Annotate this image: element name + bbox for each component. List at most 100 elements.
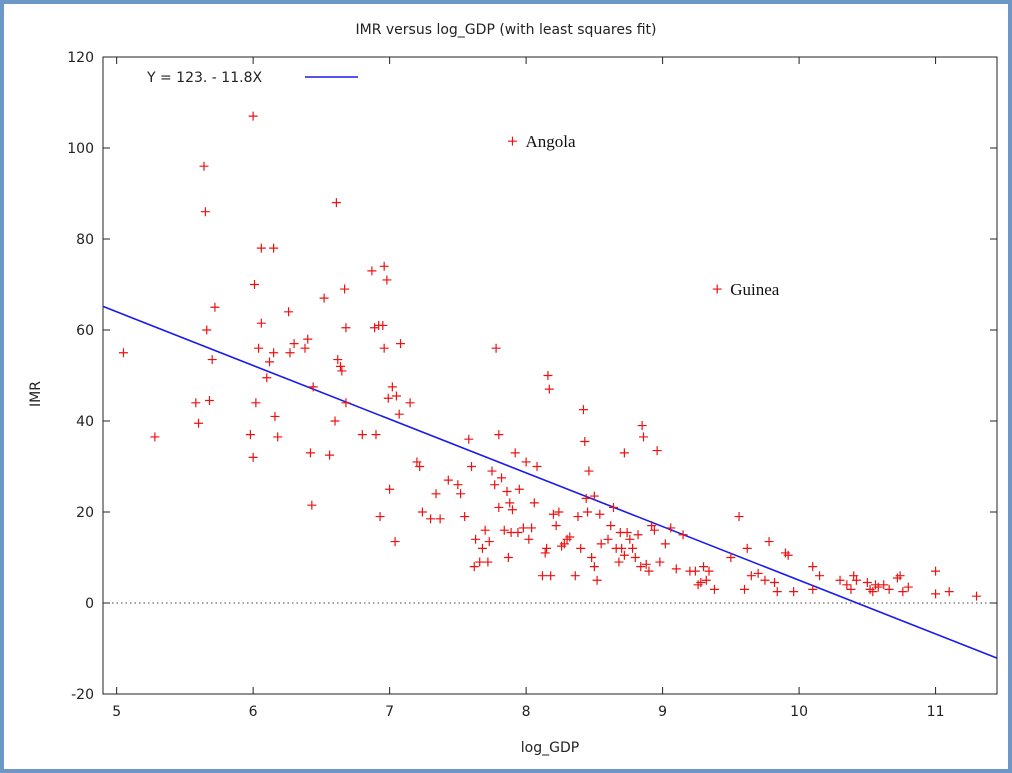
data-point bbox=[518, 523, 528, 533]
data-point bbox=[262, 373, 272, 383]
annotated-point bbox=[712, 284, 722, 294]
data-point bbox=[565, 532, 575, 542]
data-point bbox=[898, 587, 908, 597]
data-point bbox=[595, 509, 605, 519]
data-point bbox=[903, 582, 913, 592]
data-point bbox=[625, 534, 635, 544]
data-point bbox=[370, 323, 380, 333]
data-point bbox=[570, 571, 580, 581]
data-point bbox=[285, 348, 295, 358]
data-point bbox=[412, 457, 422, 467]
data-point bbox=[477, 543, 487, 553]
data-point bbox=[783, 550, 793, 560]
data-point bbox=[884, 584, 894, 594]
data-point bbox=[551, 521, 561, 531]
data-point bbox=[709, 584, 719, 594]
data-point bbox=[576, 543, 586, 553]
data-point bbox=[764, 537, 774, 547]
y-tick-label: 80 bbox=[76, 232, 94, 248]
data-point bbox=[630, 553, 640, 562]
data-point bbox=[471, 534, 481, 544]
x-tick-label: 8 bbox=[522, 704, 531, 720]
data-point bbox=[265, 357, 275, 367]
data-point bbox=[487, 466, 497, 476]
data-point bbox=[510, 448, 520, 458]
data-point bbox=[405, 398, 415, 408]
data-point bbox=[464, 434, 474, 444]
data-point bbox=[521, 457, 531, 467]
data-point bbox=[490, 480, 500, 490]
data-point bbox=[589, 562, 599, 572]
data-point bbox=[491, 343, 501, 353]
data-point bbox=[580, 436, 590, 446]
data-point bbox=[614, 557, 624, 567]
data-point bbox=[194, 418, 204, 428]
data-point bbox=[507, 505, 517, 515]
data-point bbox=[543, 371, 553, 380]
data-point bbox=[678, 530, 688, 540]
data-point bbox=[532, 462, 542, 471]
data-point bbox=[396, 339, 406, 349]
data-point bbox=[505, 498, 515, 508]
data-point bbox=[815, 571, 825, 581]
data-point bbox=[480, 525, 490, 535]
data-point bbox=[484, 537, 494, 547]
data-point bbox=[544, 384, 554, 394]
data-point bbox=[704, 566, 714, 576]
data-point bbox=[307, 500, 317, 510]
data-point bbox=[619, 550, 629, 560]
data-point bbox=[868, 587, 878, 597]
data-point bbox=[207, 355, 217, 365]
data-point bbox=[660, 539, 670, 549]
data-point bbox=[341, 398, 351, 408]
annotation-label: Angola bbox=[525, 132, 576, 151]
data-point bbox=[619, 448, 629, 458]
data-point bbox=[426, 514, 436, 524]
data-point bbox=[753, 568, 763, 578]
data-point bbox=[596, 539, 606, 549]
data-point bbox=[387, 382, 397, 392]
data-point bbox=[375, 512, 385, 522]
data-point bbox=[289, 339, 299, 349]
data-point bbox=[502, 487, 512, 497]
y-tick-label: -20 bbox=[71, 687, 94, 703]
data-point bbox=[742, 543, 752, 553]
data-point bbox=[583, 507, 593, 517]
data-point bbox=[524, 534, 534, 544]
data-point bbox=[303, 334, 313, 344]
data-point bbox=[254, 343, 264, 353]
data-point bbox=[256, 243, 266, 253]
data-point bbox=[649, 525, 659, 535]
data-point bbox=[248, 111, 258, 121]
data-point bbox=[325, 450, 335, 460]
data-point bbox=[554, 507, 564, 517]
annotations: Angola Guinea bbox=[525, 132, 779, 299]
data-point bbox=[118, 348, 128, 358]
data-point bbox=[849, 571, 859, 581]
data-point bbox=[638, 432, 648, 442]
data-point bbox=[300, 343, 310, 353]
data-point bbox=[527, 523, 537, 533]
data-point bbox=[513, 527, 523, 537]
data-point bbox=[789, 587, 799, 597]
data-point bbox=[371, 430, 381, 440]
data-point bbox=[417, 507, 427, 517]
data-point bbox=[497, 473, 507, 483]
data-point bbox=[835, 575, 845, 585]
y-tick-label: 60 bbox=[76, 323, 94, 339]
data-point bbox=[385, 484, 395, 494]
data-point bbox=[931, 566, 941, 576]
data-point bbox=[337, 366, 347, 376]
data-point bbox=[647, 521, 657, 531]
data-point bbox=[330, 416, 340, 426]
data-point bbox=[537, 571, 547, 581]
data-point bbox=[641, 559, 651, 569]
data-point bbox=[696, 578, 706, 588]
data-point bbox=[578, 405, 588, 415]
data-point bbox=[382, 275, 392, 285]
data-point bbox=[622, 527, 632, 537]
data-point bbox=[250, 280, 260, 289]
data-point bbox=[150, 432, 160, 442]
data-point bbox=[456, 489, 466, 499]
data-point bbox=[391, 391, 401, 401]
